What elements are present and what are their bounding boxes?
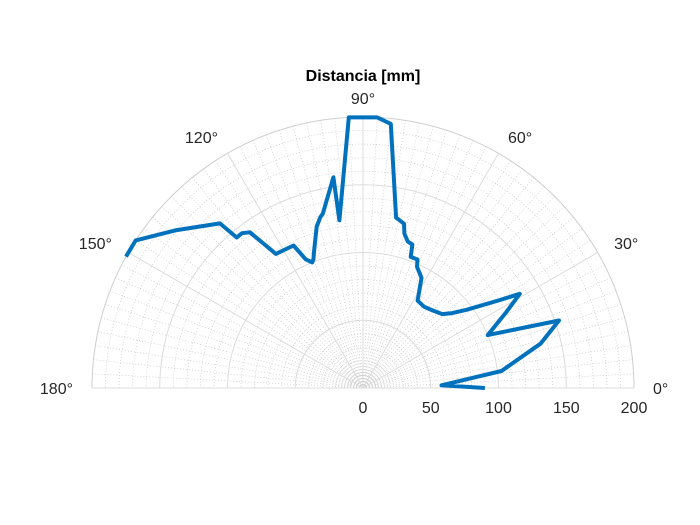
major-grid-spoke — [128, 252, 364, 389]
theta-tick-label: 90° — [351, 91, 375, 108]
theta-tick-label: 120° — [185, 130, 218, 147]
minor-grid-circle — [240, 265, 486, 389]
major-grid-spoke — [362, 252, 598, 389]
theta-tick-label: 0° — [653, 381, 668, 398]
theta-tick-label: 30° — [614, 236, 638, 253]
theta-tick-label: 150° — [79, 236, 112, 253]
major-grid — [91, 116, 635, 389]
r-tick-label: 100 — [485, 400, 512, 417]
r-tick-label: 150 — [553, 400, 580, 417]
r-tick-label: 50 — [422, 400, 440, 417]
labels-layer: Distancia [mm] 0° 30° 60° 90° 120° 150° 180° 0 5… — [40, 68, 668, 417]
series-layer — [124, 115, 561, 390]
theta-tick-label: 180° — [40, 381, 73, 398]
r-tick-label: 0 — [359, 400, 368, 417]
r-tick-label: 200 — [621, 400, 648, 417]
chart-title: Distancia [mm] — [306, 68, 421, 85]
data-line — [124, 115, 561, 390]
theta-tick-label: 60° — [508, 130, 532, 147]
major-grid-spoke — [227, 153, 364, 389]
minor-grid-circle — [145, 170, 581, 389]
major-grid-spoke — [362, 153, 499, 389]
